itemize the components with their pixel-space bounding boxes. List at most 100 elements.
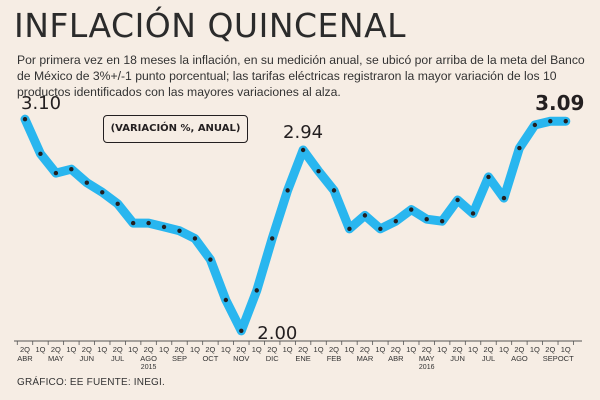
- x-tick-label-month: SEP: [172, 354, 187, 363]
- data-point: [331, 188, 337, 193]
- data-point: [501, 195, 507, 201]
- data-point: [300, 147, 306, 153]
- x-tick-label-quincena: 1Q: [221, 345, 231, 354]
- x-tick-label-quincena: 1Q: [314, 345, 324, 354]
- x-tick-label-quincena: 2Q: [483, 345, 493, 354]
- x-tick-label-month: OCT: [202, 354, 218, 363]
- x-tick-label-month: ABR: [17, 354, 33, 363]
- x-tick-label-month: OCT: [558, 354, 574, 363]
- data-point: [270, 236, 275, 241]
- data-point: [362, 213, 368, 218]
- x-tick-label-month: MAY: [48, 354, 64, 363]
- x-tick-label-month: AGO: [140, 354, 157, 363]
- data-point: [439, 218, 445, 224]
- x-tick-label-quincena: 1Q: [561, 345, 571, 354]
- data-point: [486, 174, 491, 180]
- data-point: [100, 190, 105, 195]
- x-tick-label-quincena: 2Q: [267, 345, 277, 354]
- x-tick-label-quincena: 1Q: [66, 345, 76, 354]
- x-year-label: 2016: [419, 364, 435, 371]
- source-note: GRÁFICO: EE FUENTE: INEGI.: [17, 377, 165, 388]
- x-tick-label-quincena: 2Q: [20, 345, 30, 354]
- data-label: 2.00: [257, 323, 297, 344]
- data-point: [130, 220, 136, 226]
- data-point: [285, 188, 290, 193]
- data-point: [38, 151, 43, 157]
- data-point: [239, 328, 244, 333]
- x-tick-label-quincena: 1Q: [468, 345, 478, 354]
- unit-label: (VARIACIÓN %, ANUAL): [103, 115, 248, 143]
- x-tick-label-month: MAY: [419, 354, 435, 363]
- data-point: [161, 224, 167, 230]
- x-year-label: 2015: [141, 364, 157, 371]
- data-point: [69, 167, 74, 172]
- x-tick-label-quincena: 2Q: [360, 345, 370, 354]
- data-point: [223, 297, 229, 303]
- x-tick-label-month: JUN: [80, 354, 95, 363]
- x-tick-label-quincena: 1Q: [499, 345, 509, 354]
- x-tick-label-month: FEB: [327, 354, 342, 363]
- data-point: [409, 207, 414, 212]
- x-tick-label-quincena: 2Q: [82, 345, 92, 354]
- data-point: [254, 288, 259, 293]
- data-label: 2.94: [283, 122, 323, 143]
- data-point: [316, 168, 321, 174]
- chart-subtitle: Por primera vez en 18 meses la inflación…: [17, 53, 585, 99]
- data-point: [455, 197, 460, 203]
- data-point: [115, 201, 120, 207]
- x-tick-label-quincena: 2Q: [514, 345, 524, 354]
- x-tick-label-quincena: 1Q: [406, 345, 416, 354]
- data-point: [177, 228, 182, 233]
- data-point: [517, 145, 522, 151]
- data-point: [548, 118, 553, 124]
- x-tick-label-month: JUN: [450, 354, 465, 363]
- x-tick-label-quincena: 2Q: [51, 345, 61, 354]
- x-tick-label-month: MAR: [357, 354, 374, 363]
- x-tick-label-quincena: 1Q: [97, 345, 107, 354]
- x-tick-label-month: AGO: [511, 354, 528, 363]
- x-tick-label-quincena: 1Q: [252, 345, 262, 354]
- data-point: [192, 236, 198, 241]
- x-tick-label-quincena: 1Q: [344, 345, 354, 354]
- data-point: [378, 226, 383, 232]
- data-point: [22, 117, 28, 122]
- data-point: [393, 218, 398, 224]
- x-tick-label-quincena: 1Q: [437, 345, 447, 354]
- data-point: [532, 122, 538, 128]
- x-tick-label-quincena: 2Q: [391, 345, 401, 354]
- data-point: [563, 118, 568, 124]
- x-tick-label-quincena: 1Q: [283, 345, 293, 354]
- x-tick-label-quincena: 1Q: [35, 345, 45, 354]
- x-tick-label-quincena: 2Q: [113, 345, 123, 354]
- data-point: [208, 257, 213, 262]
- data-point: [84, 180, 90, 185]
- x-tick-label-quincena: 1Q: [128, 345, 138, 354]
- x-tick-label-quincena: 1Q: [375, 345, 385, 354]
- data-point: [53, 170, 59, 176]
- data-point: [424, 217, 429, 222]
- x-tick-label-quincena: 2Q: [174, 345, 184, 354]
- x-tick-label-quincena: 1Q: [530, 345, 540, 354]
- x-tick-label-quincena: 2Q: [205, 345, 215, 354]
- data-label: 3.09: [535, 91, 584, 115]
- x-tick-label-quincena: 1Q: [190, 345, 200, 354]
- data-point: [470, 211, 476, 216]
- chart-title: INFLACIÓN QUINCENAL: [14, 6, 407, 45]
- data-point: [146, 220, 151, 226]
- data-label: 3.10: [21, 93, 61, 114]
- data-point: [347, 226, 352, 232]
- x-tick-label-month: JUL: [482, 354, 495, 363]
- x-tick-label-quincena: 2Q: [236, 345, 246, 354]
- x-tick-label-month: SEP: [543, 354, 558, 363]
- x-tick-label-month: ENE: [295, 354, 310, 363]
- x-tick-label-quincena: 2Q: [144, 345, 154, 354]
- x-tick-label-quincena: 1Q: [159, 345, 169, 354]
- data-line-series: [20, 114, 571, 336]
- x-tick-label-quincena: 2Q: [545, 345, 555, 354]
- x-tick-label-quincena: 2Q: [422, 345, 432, 354]
- x-tick-label-quincena: 2Q: [298, 345, 308, 354]
- x-tick-label-quincena: 2Q: [329, 345, 339, 354]
- x-tick-label-month: DIC: [266, 354, 280, 363]
- x-tick-label-month: ABR: [388, 354, 404, 363]
